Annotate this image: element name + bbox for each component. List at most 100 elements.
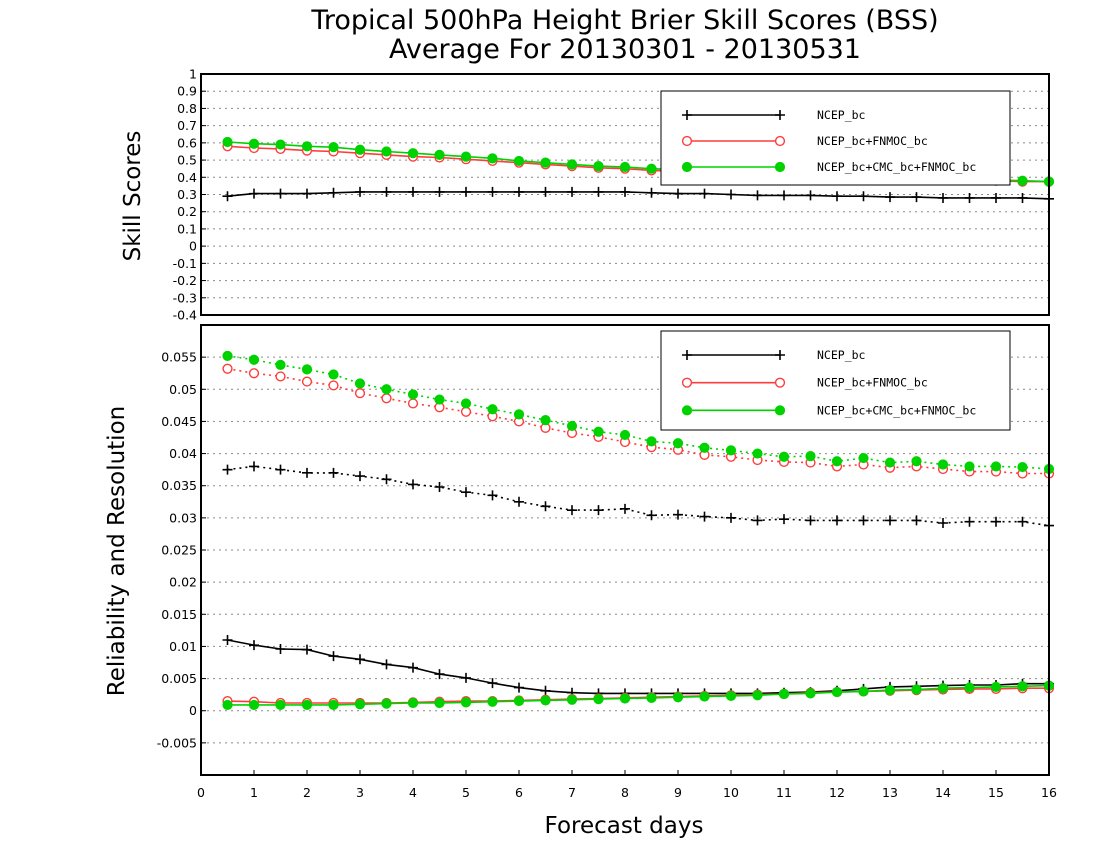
relres-point-resolution-ncep-bc-fnmoc-bc	[275, 371, 286, 382]
relres-point-resolution-ncep-bc	[885, 515, 895, 526]
skill-y-tick-label: -0.3	[173, 290, 197, 305]
relres-point-reliability-ncep-bc-cmc-bc-fnmoc-bc	[540, 695, 551, 706]
skill-y-tick-label: 0.5	[177, 153, 197, 168]
relres-point-reliability-ncep-bc-cmc-bc-fnmoc-bc	[672, 692, 684, 703]
relres-point-resolution-ncep-bc-cmc-bc-fnmoc-bc	[328, 369, 339, 380]
skill-y-tick-label: 0.1	[177, 221, 197, 236]
skill-legend-marker	[775, 110, 785, 120]
relres-point-resolution-ncep-bc	[275, 464, 286, 475]
relres-point-reliability-ncep-bc	[275, 644, 286, 654]
relres-legend-marker	[774, 377, 786, 388]
relres-point-resolution-ncep-bc	[805, 515, 816, 526]
skill-point-ncep-bc	[779, 190, 789, 201]
skill-point-ncep-bc	[726, 189, 736, 200]
relres-y-tick-label: 0.05	[169, 382, 197, 397]
skill-point-ncep-bc-cmc-bc-fnmoc-bc	[487, 153, 498, 164]
relres-legend-marker	[681, 377, 693, 388]
skill-legend-marker	[774, 161, 786, 173]
x-tick-label: 11	[776, 785, 792, 800]
relres-point-resolution-ncep-bc-cmc-bc-fnmoc-bc	[1017, 461, 1028, 473]
skill-score-legend: NCEP_bc NCEP_bc+FNMOC_bc NCEP_bc+CMC_bc+FN…	[660, 90, 1011, 186]
relres-point-reliability-ncep-bc-cmc-bc-fnmoc-bc	[884, 685, 896, 696]
skill-legend-label: NCEP_bc	[817, 108, 865, 122]
skill-point-ncep-bc	[699, 188, 710, 199]
skill-point-ncep-bc	[858, 191, 869, 202]
relres-y-tick-label: 0.005	[161, 671, 197, 686]
skill-legend-marker	[681, 135, 693, 147]
relres-point-reliability-ncep-bc-cmc-bc-fnmoc-bc	[301, 699, 313, 711]
relres-point-reliability-ncep-bc-cmc-bc-fnmoc-bc	[328, 699, 339, 711]
relres-point-resolution-ncep-bc	[832, 515, 842, 526]
x-tick-label: 13	[882, 785, 898, 800]
relres-point-resolution-ncep-bc-cmc-bc-fnmoc-bc	[805, 451, 816, 462]
relres-point-resolution-ncep-bc	[355, 471, 365, 482]
skill-point-ncep-bc-cmc-bc-fnmoc-bc	[566, 159, 578, 170]
relres-series-resolution-ncep-bc	[222, 461, 1054, 531]
skill-point-ncep-bc	[567, 186, 577, 197]
relres-point-resolution-ncep-bc	[646, 510, 657, 521]
relres-y-tick-label: 0.01	[169, 639, 197, 654]
x-tick-label: 6	[515, 785, 523, 800]
skill-y-tick-label: 0.2	[177, 204, 197, 219]
relres-point-resolution-ncep-bc	[779, 514, 789, 525]
relres-point-reliability-ncep-bc	[487, 678, 498, 689]
skill-y-tick-label: -0.1	[173, 256, 197, 271]
skill-y-tick-label: 0.8	[177, 101, 197, 116]
skill-legend-marker	[681, 161, 693, 173]
skill-point-ncep-bc-cmc-bc-fnmoc-bc	[460, 151, 472, 162]
skill-point-ncep-bc	[461, 186, 471, 197]
relres-point-resolution-ncep-bc	[540, 501, 551, 512]
relres-point-resolution-ncep-bc-fnmoc-bc	[222, 363, 233, 374]
relres-point-resolution-ncep-bc	[620, 503, 630, 514]
relres-point-reliability-ncep-bc-cmc-bc-fnmoc-bc	[699, 691, 710, 702]
skill-y-tick-label: 1	[189, 67, 197, 82]
skill-point-ncep-bc	[328, 187, 339, 198]
relres-point-reliability-ncep-bc	[540, 685, 551, 696]
relres-y-tick-label: 0.015	[161, 607, 197, 622]
relres-point-reliability-ncep-bc	[355, 654, 365, 665]
relres-point-reliability-ncep-bc-cmc-bc-fnmoc-bc	[937, 683, 949, 694]
relres-point-reliability-ncep-bc-cmc-bc-fnmoc-bc	[513, 695, 525, 707]
relres-point-resolution-ncep-bc-fnmoc-bc	[328, 380, 339, 391]
skill-point-ncep-bc	[964, 192, 975, 203]
skill-score-frame	[200, 73, 1050, 316]
relres-point-reliability-ncep-bc-cmc-bc-fnmoc-bc	[646, 692, 657, 703]
relres-point-reliability-ncep-bc-cmc-bc-fnmoc-bc	[831, 686, 843, 698]
reliability-resolution-legend: NCEP_bc NCEP_bc+FNMOC_bc NCEP_bc+CMC_bc+FN…	[660, 330, 1011, 431]
reliability-resolution-series	[222, 350, 1055, 711]
relres-y-tick-label: 0.04	[169, 446, 197, 461]
skill-point-ncep-bc-cmc-bc-fnmoc-bc	[593, 160, 604, 172]
relres-point-reliability-ncep-bc-cmc-bc-fnmoc-bc	[911, 684, 922, 695]
reliability-resolution-panel: -0.005 0 0.005 0.01 0.015 0.02 0.025 0.03 0.035 0…	[104, 324, 1057, 800]
relres-y-tick-label: 0.035	[161, 478, 197, 493]
relres-point-reliability-ncep-bc-cmc-bc-fnmoc-bc	[275, 699, 286, 711]
skill-point-ncep-bc-cmc-bc-fnmoc-bc	[513, 155, 525, 167]
relres-point-resolution-ncep-bc-cmc-bc-fnmoc-bc	[513, 409, 525, 420]
relres-point-resolution-ncep-bc-cmc-bc-fnmoc-bc	[778, 451, 790, 462]
relres-point-reliability-ncep-bc-cmc-bc-fnmoc-bc	[354, 699, 366, 710]
relres-point-resolution-ncep-bc-cmc-bc-fnmoc-bc	[593, 426, 604, 437]
relres-point-resolution-ncep-bc	[991, 516, 1001, 527]
skill-point-ncep-bc-cmc-bc-fnmoc-bc	[301, 141, 313, 152]
relres-point-reliability-ncep-bc	[381, 659, 392, 670]
relres-point-resolution-ncep-bc-fnmoc-bc	[407, 398, 419, 409]
x-tick-label: 4	[409, 785, 417, 800]
relres-point-reliability-ncep-bc	[461, 672, 471, 683]
relres-y-tick-label: 0.03	[169, 510, 197, 525]
relres-point-resolution-ncep-bc-cmc-bc-fnmoc-bc	[725, 445, 737, 456]
relres-point-reliability-ncep-bc-cmc-bc-fnmoc-bc	[222, 699, 233, 711]
x-tick-label: 5	[462, 785, 470, 800]
skill-legend-box	[660, 90, 1011, 186]
relres-point-reliability-ncep-bc-cmc-bc-fnmoc-bc	[248, 699, 260, 711]
relres-point-resolution-ncep-bc	[434, 482, 445, 492]
skill-y-tick-label: 0.3	[177, 187, 197, 202]
relres-y-tick-label: 0.025	[161, 543, 197, 558]
relres-point-resolution-ncep-bc-cmc-bc-fnmoc-bc	[937, 459, 949, 470]
skill-point-ncep-bc-cmc-bc-fnmoc-bc	[540, 157, 551, 168]
chart-subtitle: Average For 20130301 - 20130531	[389, 34, 861, 65]
skill-point-ncep-bc	[593, 186, 604, 197]
relres-point-resolution-ncep-bc-fnmoc-bc	[248, 368, 260, 379]
relres-point-resolution-ncep-bc-cmc-bc-fnmoc-bc	[884, 457, 896, 468]
relres-point-reliability-ncep-bc-cmc-bc-fnmoc-bc	[858, 686, 869, 697]
